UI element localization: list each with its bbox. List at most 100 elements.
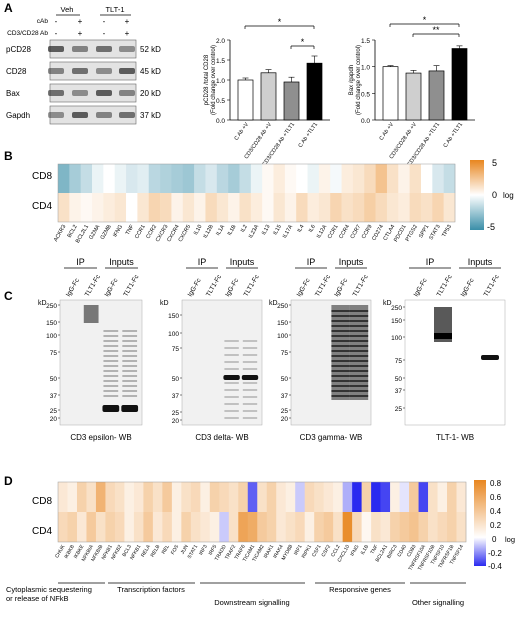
heatmap-cell <box>304 512 315 542</box>
kd-marker: 37 <box>50 393 58 400</box>
heatmap-cell <box>323 512 334 542</box>
blot-band <box>119 90 135 96</box>
heatmap-cell <box>114 482 125 512</box>
kd-marker: 20 <box>172 418 180 425</box>
inputs-header: Inputs <box>230 257 255 267</box>
heatmap-cell <box>190 512 201 542</box>
heatmap-cell <box>361 482 372 512</box>
gene-label: GZMB <box>100 224 113 241</box>
heatmap-cell <box>105 512 116 542</box>
heatmap-cell <box>352 164 365 193</box>
gene-label: CSF2 <box>321 544 333 558</box>
kd-marker: 150 <box>391 318 402 325</box>
category-label: or release of NFkB <box>6 594 69 603</box>
lane-label: TLT1-Fc <box>122 273 140 298</box>
blot-band <box>96 112 112 118</box>
heatmap-cell <box>152 482 163 512</box>
gene-label: STAT3 <box>428 224 441 241</box>
heatmap-cell <box>58 512 68 542</box>
heatmap-cell <box>273 164 286 193</box>
x-category-label: C Ab +TLT1 <box>443 122 465 149</box>
heatmap-cell <box>428 512 438 542</box>
heatmap-cell <box>58 164 70 193</box>
kd-marker: 100 <box>277 333 288 340</box>
x-category-label: C Ab +V <box>379 121 396 141</box>
sign: + <box>78 29 83 38</box>
kd-marker: 25 <box>50 408 58 415</box>
group-label-tlt1: TLT-1 <box>105 5 124 14</box>
gene-label: IL13 <box>261 224 272 236</box>
gene-label: IL4 <box>297 224 306 234</box>
heatmap-cell <box>143 512 154 542</box>
blot-protein-label: Gapdh <box>6 111 30 120</box>
scale-b-min: -5 <box>487 222 495 232</box>
y-axis-label: pCD28 /total CD28 <box>204 54 210 105</box>
panel-a-western-blots: pCD28 52 kD CD28 45 kD Bax 20 kD Gapdh 37 kD <box>6 39 161 125</box>
heatmap-d-colorbar: 0.8 0.6 0.4 0.2 0 log -0.2 -0.4 <box>474 479 515 571</box>
heatmap-cell <box>447 482 457 512</box>
heatmap-cell <box>133 482 144 512</box>
kd-unit: kD <box>269 300 278 307</box>
heatmap-cell <box>148 164 161 193</box>
heatmap-cell <box>307 164 320 193</box>
heatmap-cell <box>171 482 182 512</box>
heatmap-cell <box>330 164 342 193</box>
heatmap-cell <box>420 193 433 222</box>
kd-marker: 25 <box>281 408 289 415</box>
heatmap-cell <box>375 164 388 193</box>
heatmap-cell <box>364 193 376 222</box>
heatmap-cell <box>432 193 444 222</box>
heatmap-cell <box>398 193 410 222</box>
lane-label: TLT1-Fc <box>205 273 223 298</box>
scale-b-mid: 0 <box>492 190 497 200</box>
kd-marker: 50 <box>395 376 403 383</box>
heatmap-cell <box>361 512 372 542</box>
kd-marker: 100 <box>391 335 402 342</box>
kd-marker: 20 <box>50 416 58 423</box>
heatmap-cell <box>307 193 320 222</box>
inputs-header: Inputs <box>339 257 364 267</box>
blot-band <box>96 46 112 52</box>
heatmap-cell <box>228 193 240 222</box>
heatmap-cell <box>181 482 192 512</box>
heatmap-cell <box>171 193 184 222</box>
heatmap-cell <box>437 512 448 542</box>
heatmap-cell <box>194 164 206 193</box>
lane-label: IgG-Fc <box>333 277 349 298</box>
heatmap-cell <box>318 164 331 193</box>
heatmap-cell <box>69 193 81 222</box>
panel-a-letter: A <box>4 1 13 15</box>
scale-d-0.2: 0.2 <box>490 521 502 530</box>
heatmap-cell <box>114 512 125 542</box>
heatmap-cell <box>341 193 354 222</box>
kd-marker: 50 <box>172 376 180 383</box>
cab-signs: - + - + <box>55 17 130 26</box>
heatmap-cell <box>257 512 268 542</box>
panel-d-letter: D <box>4 474 13 488</box>
sign: - <box>55 17 58 26</box>
heatmap-cell <box>456 512 467 542</box>
lane-label: TLT1-Fc <box>314 273 332 298</box>
heatmap-cell <box>200 482 211 512</box>
kd-marker: 150 <box>168 313 179 320</box>
lane-label: IgG-Fc <box>187 277 203 298</box>
inputs-header: Inputs <box>109 257 134 267</box>
heatmap-cell <box>69 164 81 193</box>
heatmap-cell <box>103 164 116 193</box>
heatmap-cell <box>228 512 239 542</box>
blot-band <box>72 68 88 74</box>
heatmap-cell <box>342 482 353 512</box>
blot-band <box>96 90 112 96</box>
heatmap-cell <box>92 164 104 193</box>
scale-d-0: 0 <box>492 535 497 544</box>
heatmap-cell <box>124 512 135 542</box>
heatmap-cell <box>160 164 172 193</box>
heatmap-cell <box>143 482 154 512</box>
kd-marker: 37 <box>281 393 289 400</box>
y-tick-label: 0.5 <box>361 91 370 98</box>
category-label: Other signalling <box>412 598 464 607</box>
heatmap-cell <box>380 512 391 542</box>
heatmap-cell <box>171 512 182 542</box>
heatmap-cell <box>262 193 274 222</box>
